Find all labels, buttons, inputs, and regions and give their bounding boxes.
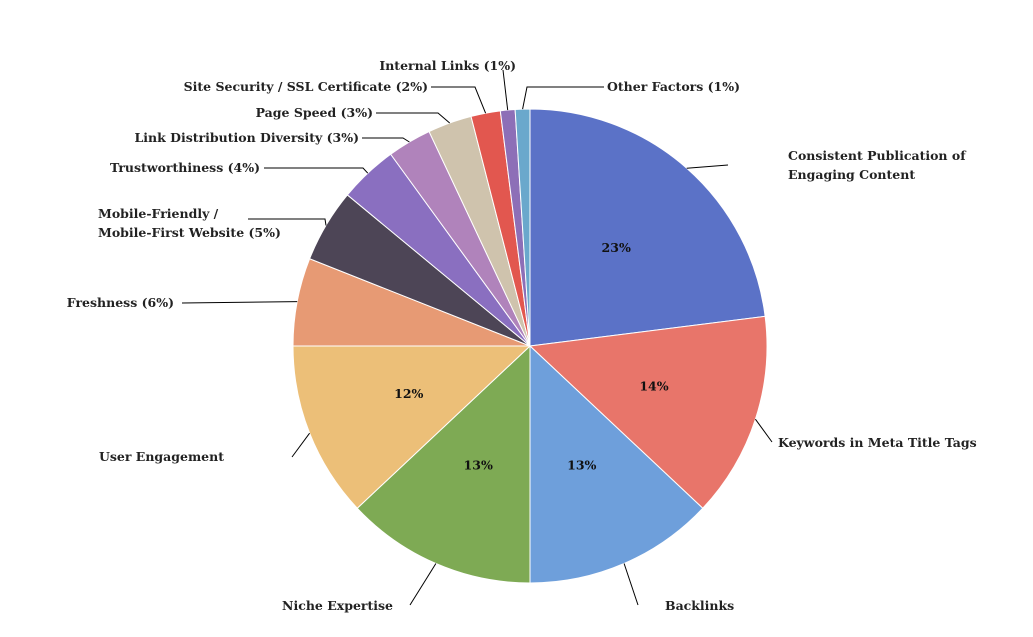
data-label-keywords-in-meta-title-tags: 14% <box>639 378 668 393</box>
category-label-line: Site Security / SSL Certificate (2%) <box>184 79 428 94</box>
category-label-line: Internal Links (1%) <box>379 58 516 73</box>
leader-line-freshness-6 <box>181 301 298 304</box>
leader-line-keywords-in-meta-title-tags <box>754 418 773 443</box>
category-label-line: Backlinks <box>665 598 734 613</box>
category-label-page-speed-3: Page Speed (3%) <box>256 105 373 120</box>
category-label-line: Trustworthiness (4%) <box>110 160 260 175</box>
leader-line-mobile-friendly-mobile-first-website-5 <box>248 218 327 226</box>
category-label-trustworthiness-4: Trustworthiness (4%) <box>110 160 260 175</box>
category-label-line: Consistent Publication of <box>788 148 967 163</box>
category-label-consistent-publication-of-engaging-content: Consistent Publication of Engaging Conten… <box>788 148 967 182</box>
category-label-niche-expertise: Niche Expertise <box>282 598 393 613</box>
leader-line-backlinks <box>623 563 639 606</box>
category-label-line: Other Factors (1%) <box>607 79 740 94</box>
leader-line-consistent-publication-of-engaging-content <box>686 164 729 169</box>
leader-line-user-engagement <box>291 432 311 458</box>
category-label-line: Mobile-First Website (5%) <box>98 225 281 240</box>
data-label-niche-expertise: 13% <box>464 458 493 473</box>
pie-slice-other-factors-1 <box>514 108 531 347</box>
category-label-site-security-ssl-certificate-2: Site Security / SSL Certificate (2%) <box>184 79 428 94</box>
pie-slice-consistent-publication-of-engaging-content <box>529 108 766 347</box>
category-label-user-engagement: User Engagement <box>99 449 224 464</box>
category-label-line: Niche Expertise <box>282 598 393 613</box>
leader-lines-layer <box>181 69 773 606</box>
category-label-line: User Engagement <box>99 449 224 464</box>
category-label-mobile-friendly-mobile-first-website-5: Mobile-Friendly / Mobile-First Website (5… <box>98 206 281 240</box>
slices-layer <box>292 108 768 584</box>
data-label-user-engagement: 12% <box>394 386 423 401</box>
category-label-line: Page Speed (3%) <box>256 105 373 120</box>
leader-line-link-distribution-diversity-3 <box>362 137 410 143</box>
leader-line-site-security-ssl-certificate-2 <box>431 86 487 114</box>
category-label-keywords-in-meta-title-tags: Keywords in Meta Title Tags <box>778 435 977 450</box>
category-label-line: Mobile-Friendly / <box>98 206 219 221</box>
category-label-line: Keywords in Meta Title Tags <box>778 435 977 450</box>
leader-line-other-factors-1 <box>522 86 604 110</box>
leader-line-page-speed-3 <box>376 112 451 124</box>
leader-line-trustworthiness-4 <box>264 167 369 174</box>
labels-layer: 23% Consistent Publication of Engaging Con… <box>67 58 977 613</box>
category-label-other-factors-1: Other Factors (1%) <box>607 79 740 94</box>
data-label-consistent-publication-of-engaging-content: 23% <box>602 240 631 255</box>
category-label-line: Link Distribution Diversity (3%) <box>135 130 359 145</box>
leader-line-internal-links-1 <box>502 69 509 111</box>
category-label-link-distribution-diversity-3: Link Distribution Diversity (3%) <box>135 130 359 145</box>
category-label-freshness-6: Freshness (6%) <box>67 295 174 310</box>
category-label-line: Freshness (6%) <box>67 295 174 310</box>
data-label-backlinks: 13% <box>567 458 596 473</box>
category-label-line: Engaging Content <box>788 167 915 182</box>
pie-slice-keywords-in-meta-title-tags <box>528 315 768 509</box>
category-label-internal-links-1: Internal Links (1%) <box>379 58 516 73</box>
leader-line-niche-expertise <box>409 563 437 606</box>
category-label-backlinks: Backlinks <box>665 598 734 613</box>
